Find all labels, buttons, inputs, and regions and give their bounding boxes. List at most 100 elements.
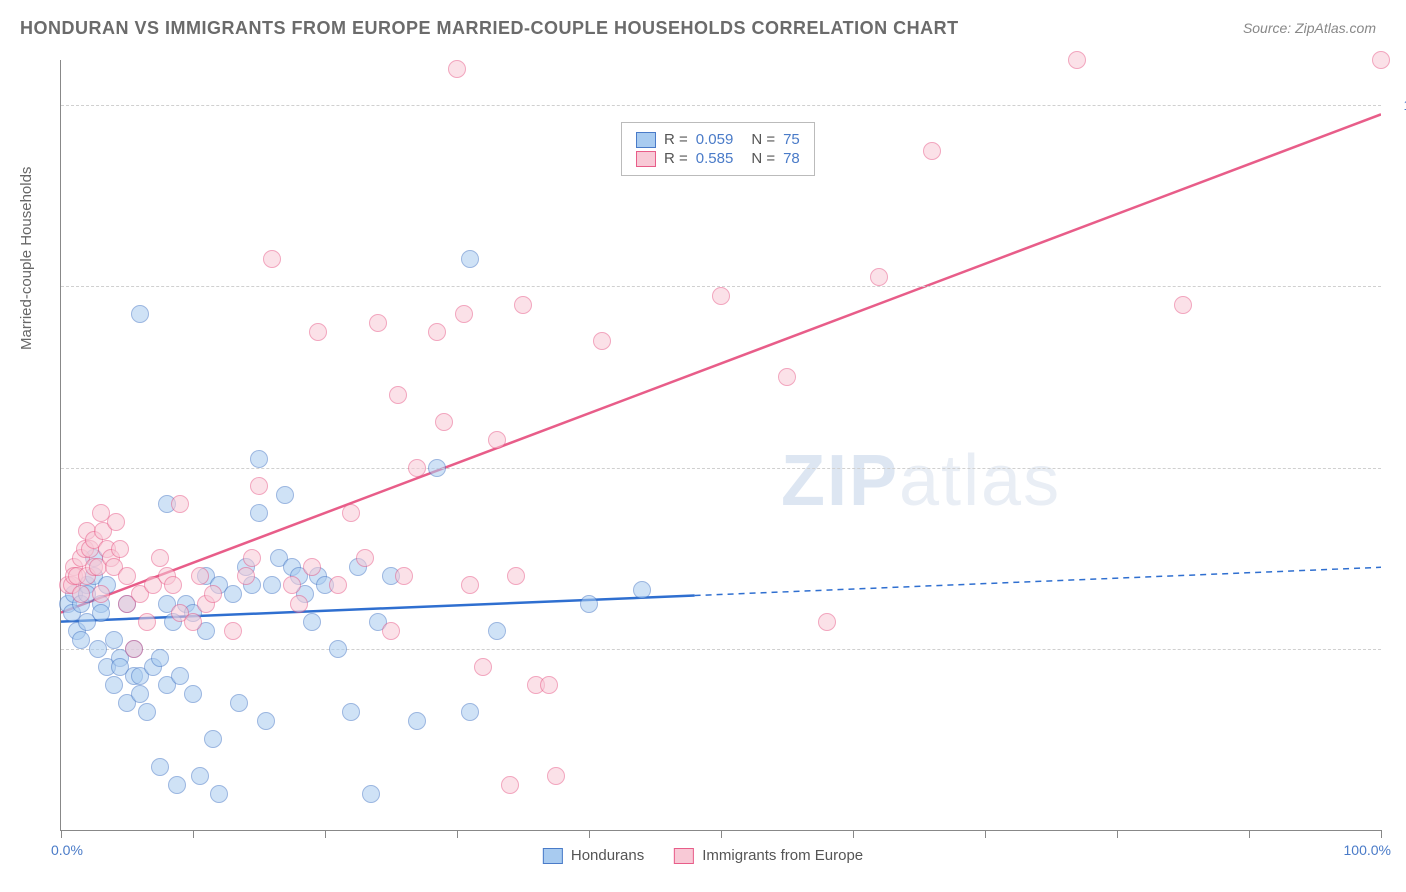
x-tick: [985, 830, 986, 838]
data-point: [168, 776, 186, 794]
data-point: [435, 413, 453, 431]
data-point: [92, 585, 110, 603]
data-point: [329, 576, 347, 594]
gridline: [61, 468, 1381, 469]
data-point: [428, 323, 446, 341]
data-point: [514, 296, 532, 314]
data-point: [428, 459, 446, 477]
data-point: [283, 576, 301, 594]
x-tick: [853, 830, 854, 838]
data-point: [250, 477, 268, 495]
y-axis-label: Married-couple Households: [18, 167, 35, 350]
y-tick-label: 40.0%: [1391, 641, 1406, 657]
series-legend: Hondurans Immigrants from Europe: [543, 847, 863, 864]
data-point: [303, 613, 321, 631]
data-point: [164, 576, 182, 594]
x-tick: [1117, 830, 1118, 838]
legend-item-hondurans: Hondurans: [543, 847, 644, 864]
data-point: [263, 576, 281, 594]
data-point: [408, 459, 426, 477]
data-point: [105, 631, 123, 649]
swatch-pink: [674, 848, 694, 864]
y-tick-label: 100.0%: [1391, 97, 1406, 113]
data-point: [303, 558, 321, 576]
data-point: [488, 431, 506, 449]
data-point: [105, 676, 123, 694]
data-point: [191, 767, 209, 785]
data-point: [461, 576, 479, 594]
data-point: [633, 581, 651, 599]
data-point: [92, 604, 110, 622]
data-point: [593, 332, 611, 350]
data-point: [276, 486, 294, 504]
x-tick: [325, 830, 326, 838]
x-axis-end-label: 100.0%: [1344, 842, 1391, 858]
data-point: [72, 631, 90, 649]
x-tick: [1249, 830, 1250, 838]
data-point: [138, 703, 156, 721]
watermark: ZIPatlas: [781, 440, 1061, 522]
legend-row-europe: R = 0.585 N = 78: [636, 150, 800, 167]
data-point: [184, 685, 202, 703]
data-point: [250, 504, 268, 522]
data-point: [263, 250, 281, 268]
data-point: [507, 567, 525, 585]
data-point: [389, 386, 407, 404]
data-point: [342, 703, 360, 721]
data-point: [204, 585, 222, 603]
data-point: [224, 585, 242, 603]
data-point: [1174, 296, 1192, 314]
data-point: [395, 567, 413, 585]
data-point: [342, 504, 360, 522]
data-point: [204, 730, 222, 748]
data-point: [224, 622, 242, 640]
legend-item-europe: Immigrants from Europe: [674, 847, 863, 864]
data-point: [257, 712, 275, 730]
data-point: [72, 585, 90, 603]
correlation-legend: R = 0.059 N = 75 R = 0.585 N = 78: [621, 122, 815, 176]
swatch-pink: [636, 151, 656, 167]
data-point: [131, 305, 149, 323]
y-tick-label: 80.0%: [1391, 278, 1406, 294]
data-point: [870, 268, 888, 286]
gridline: [61, 105, 1381, 106]
x-tick: [457, 830, 458, 838]
data-point: [151, 549, 169, 567]
data-point: [455, 305, 473, 323]
data-point: [382, 622, 400, 640]
data-point: [408, 712, 426, 730]
data-point: [356, 549, 374, 567]
data-point: [237, 567, 255, 585]
data-point: [230, 694, 248, 712]
chart-title: HONDURAN VS IMMIGRANTS FROM EUROPE MARRI…: [20, 18, 959, 39]
data-point: [151, 649, 169, 667]
data-point: [362, 785, 380, 803]
chart-plot-area: ZIPatlas R = 0.059 N = 75 R = 0.585 N = …: [60, 60, 1381, 831]
data-point: [118, 567, 136, 585]
data-point: [191, 567, 209, 585]
data-point: [474, 658, 492, 676]
data-point: [329, 640, 347, 658]
data-point: [501, 776, 519, 794]
data-point: [210, 785, 228, 803]
data-point: [461, 250, 479, 268]
swatch-blue: [636, 132, 656, 148]
y-tick-label: 60.0%: [1391, 460, 1406, 476]
data-point: [131, 685, 149, 703]
x-axis-start-label: 0.0%: [51, 842, 83, 858]
data-point: [171, 495, 189, 513]
data-point: [461, 703, 479, 721]
data-point: [107, 513, 125, 531]
data-point: [151, 758, 169, 776]
data-point: [1068, 51, 1086, 69]
data-point: [712, 287, 730, 305]
source-attribution: Source: ZipAtlas.com: [1243, 20, 1376, 36]
data-point: [818, 613, 836, 631]
swatch-blue: [543, 848, 563, 864]
data-point: [309, 323, 327, 341]
x-tick: [193, 830, 194, 838]
data-point: [448, 60, 466, 78]
data-point: [778, 368, 796, 386]
data-point: [488, 622, 506, 640]
data-point: [547, 767, 565, 785]
